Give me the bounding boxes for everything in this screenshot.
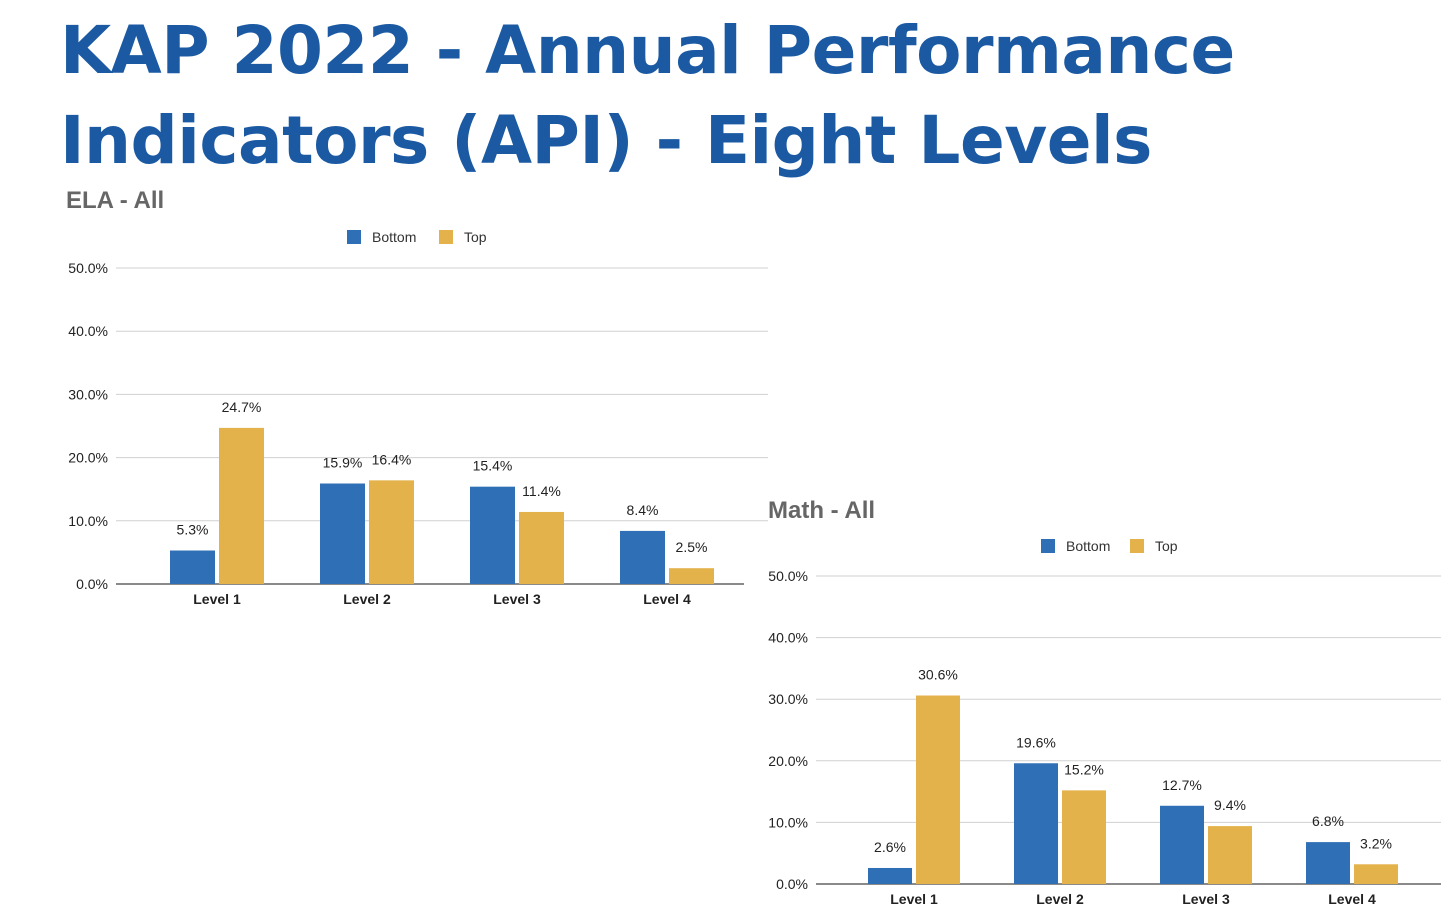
ela-data-label: 16.4%	[372, 451, 412, 467]
ela-data-label: 5.3%	[177, 522, 209, 538]
ela-data-label: 15.4%	[473, 458, 513, 474]
math-x-tick-label: Level 4	[1328, 891, 1376, 907]
ela-x-tick-label: Level 3	[493, 591, 541, 607]
ela-data-label: 24.7%	[222, 399, 262, 415]
ela-data-label: 2.5%	[676, 539, 708, 555]
ela-y-tick-label: 50.0%	[68, 260, 108, 276]
ela-x-tick-label: Level 4	[643, 591, 691, 607]
math-data-label: 6.8%	[1312, 813, 1344, 829]
page-title-line-2: Indicators (API) - Eight Levels	[60, 102, 1152, 179]
ela-bar-bottom	[320, 483, 365, 584]
ela-data-label: 15.9%	[323, 455, 363, 471]
math-bar-top	[1354, 864, 1398, 884]
math-x-tick-label: Level 1	[890, 891, 938, 907]
ela-legend-swatch-bottom	[347, 230, 361, 244]
math-legend-label-bottom: Bottom	[1066, 538, 1110, 554]
page-title: KAP 2022 - Annual Performance Indicators…	[60, 6, 1420, 186]
math-data-label: 15.2%	[1064, 761, 1104, 777]
math-data-label: 19.6%	[1016, 734, 1056, 750]
math-x-tick-label: Level 3	[1182, 891, 1230, 907]
math-chart-title: Math - All	[768, 497, 876, 524]
math-legend-swatch-bottom	[1041, 539, 1055, 553]
ela-legend-label-bottom: Bottom	[372, 229, 416, 245]
ela-y-tick-label: 0.0%	[76, 576, 108, 592]
math-data-label: 30.6%	[918, 667, 958, 683]
math-bar-top	[916, 695, 960, 884]
ela-data-label: 8.4%	[627, 502, 659, 518]
ela-bar-top	[219, 427, 264, 584]
ela-bar-top	[369, 480, 414, 584]
page-title-line-1: KAP 2022 - Annual Performance	[60, 12, 1235, 89]
math-legend-swatch-top	[1130, 539, 1144, 553]
math-bar-bottom	[1014, 763, 1058, 884]
math-data-label: 3.2%	[1360, 835, 1392, 851]
math-y-tick-label: 0.0%	[776, 876, 808, 892]
math-y-tick-label: 50.0%	[768, 568, 808, 584]
math-bar-top	[1062, 790, 1106, 884]
ela-y-tick-label: 40.0%	[68, 323, 108, 339]
ela-bar-bottom	[620, 530, 665, 584]
math-y-tick-label: 10.0%	[768, 814, 808, 830]
ela-bar-bottom	[470, 486, 515, 584]
ela-legend-swatch-top	[439, 230, 453, 244]
ela-bar-top	[669, 568, 714, 584]
math-y-tick-label: 30.0%	[768, 691, 808, 707]
ela-x-tick-label: Level 1	[193, 591, 241, 607]
ela-x-tick-label: Level 2	[343, 591, 391, 607]
math-data-label: 12.7%	[1162, 777, 1202, 793]
ela-bar-bottom	[170, 550, 215, 584]
math-bar-bottom	[1306, 842, 1350, 884]
math-data-label: 2.6%	[874, 839, 906, 855]
math-legend-label-top: Top	[1155, 538, 1178, 554]
math-bar-bottom	[868, 867, 912, 884]
math-data-label: 9.4%	[1214, 797, 1246, 813]
ela-legend-label-top: Top	[464, 229, 487, 245]
math-y-tick-label: 40.0%	[768, 630, 808, 646]
math-bar-top	[1208, 826, 1252, 884]
ela-chart-title: ELA - All	[66, 187, 165, 214]
ela-y-tick-label: 10.0%	[68, 513, 108, 529]
ela-y-tick-label: 30.0%	[68, 386, 108, 402]
math-x-tick-label: Level 2	[1036, 891, 1084, 907]
math-bar-bottom	[1160, 805, 1204, 884]
math-y-tick-label: 20.0%	[768, 753, 808, 769]
ela-bar-top	[519, 511, 564, 584]
ela-y-tick-label: 20.0%	[68, 450, 108, 466]
ela-data-label: 11.4%	[522, 483, 561, 499]
